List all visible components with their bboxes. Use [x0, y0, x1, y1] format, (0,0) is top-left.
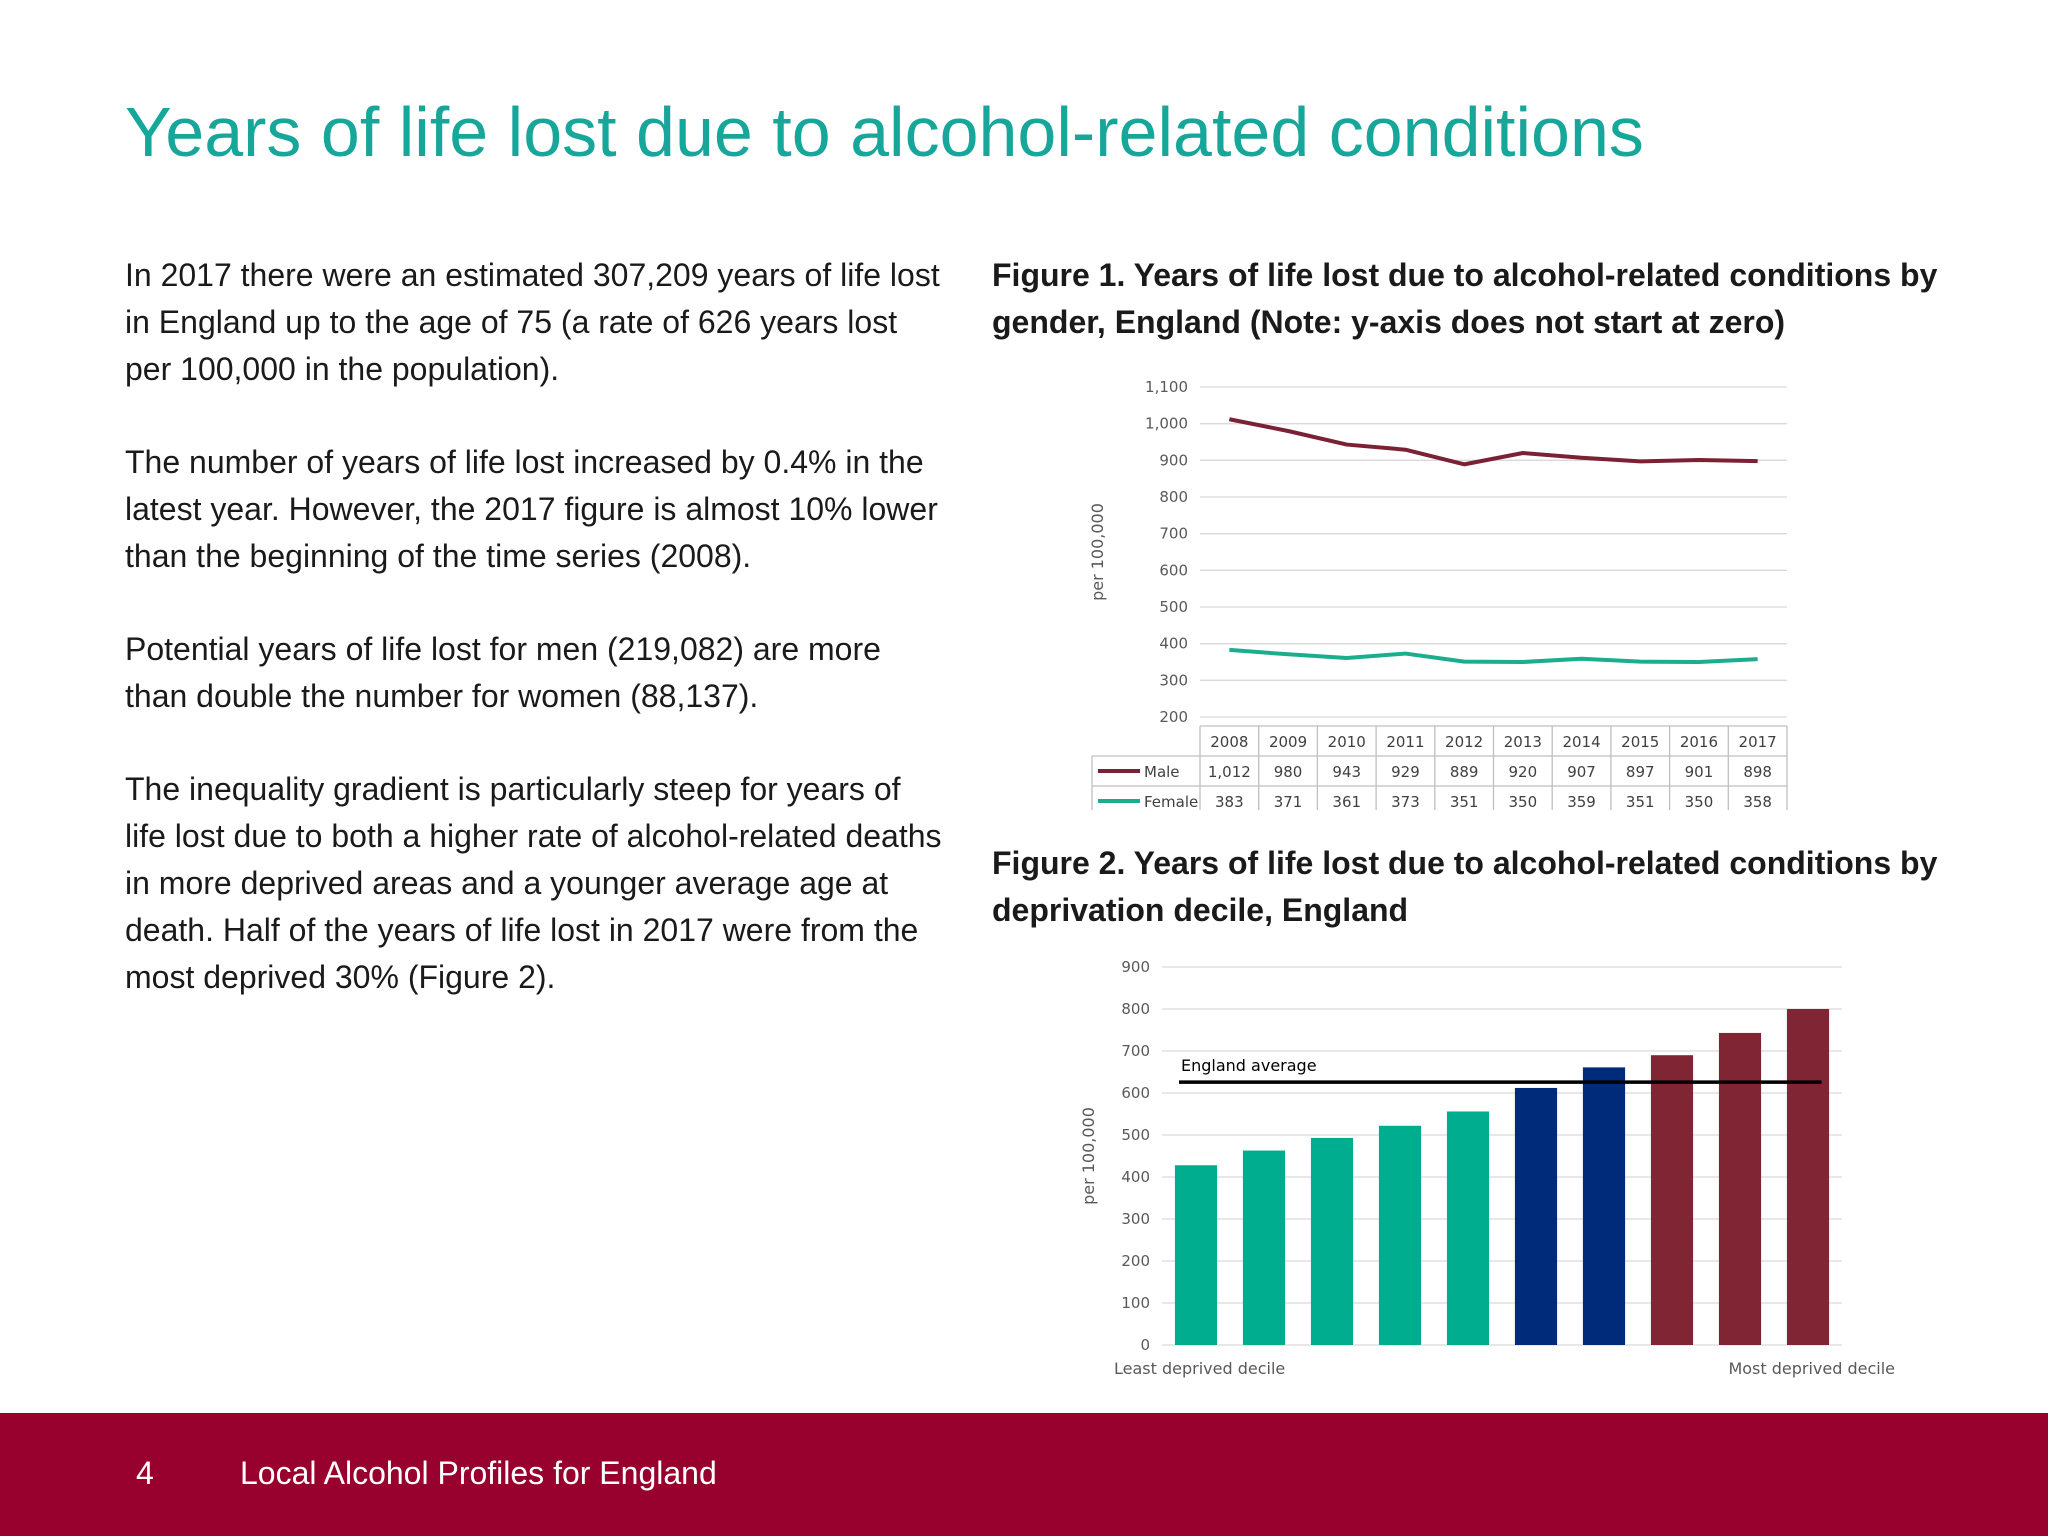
data-label: 898 [1743, 763, 1772, 781]
legend-label-female: Female [1144, 793, 1198, 810]
data-label: 929 [1391, 763, 1420, 781]
bar [1174, 1165, 1218, 1345]
x-tick-label: 2011 [1386, 733, 1424, 751]
data-label: 920 [1509, 763, 1538, 781]
bar [1718, 1032, 1762, 1345]
x-tick-label: 2014 [1562, 733, 1600, 751]
paragraph-gender: Potential years of life lost for men (21… [125, 631, 881, 714]
figure2-bar-chart: 0 100 200 300 400 500 600 700 800 900 per 100,000 E… [1079, 958, 1895, 1378]
bar [1378, 1125, 1422, 1345]
y-tick-label: 800 [1159, 488, 1188, 506]
y-tick-label: 700 [1159, 525, 1188, 543]
data-label: 350 [1509, 793, 1538, 810]
x-tick-label: 2017 [1739, 733, 1777, 751]
x-tick-label: 2008 [1210, 733, 1248, 751]
data-label: 359 [1567, 793, 1596, 810]
x-tick-label: 2013 [1504, 733, 1542, 751]
bar [1514, 1087, 1558, 1345]
data-label: 901 [1685, 763, 1714, 781]
data-label: 373 [1391, 793, 1420, 810]
y-tick-label: 600 [1159, 561, 1188, 579]
y-tick-label: 500 [1159, 598, 1188, 616]
data-label: 383 [1215, 793, 1244, 810]
y-tick-label: 500 [1121, 1126, 1150, 1144]
bar [1446, 1111, 1490, 1345]
y-tick-label: 400 [1159, 635, 1188, 653]
y-tick-label: 700 [1121, 1042, 1150, 1060]
figure2-caption: Figure 2. Years of life lost due to alco… [992, 845, 1938, 928]
series-line-female [1229, 647, 1758, 664]
england-average-label: England average [1181, 1056, 1317, 1075]
figure1-line-chart: 200 300 400 500 600 700 800 900 1,000 1,100 per 10… [1088, 378, 1788, 810]
bar [1582, 1067, 1626, 1345]
bar [1242, 1150, 1286, 1345]
data-label: 943 [1332, 763, 1361, 781]
y-tick-label: 200 [1121, 1252, 1150, 1270]
y-tick-label: 200 [1159, 708, 1188, 726]
data-label: 371 [1274, 793, 1303, 810]
slide-title: Years of life lost due to alcohol-relate… [125, 93, 1644, 171]
body-text: In 2017 there were an estimated 307,209 … [125, 252, 945, 1047]
bar [1310, 1137, 1354, 1345]
y-tick-label: 600 [1121, 1084, 1150, 1102]
y-tick-label: 400 [1121, 1168, 1150, 1186]
paragraph-inequality: The inequality gradient is particularly … [125, 771, 942, 995]
legend-label-male: Male [1144, 763, 1180, 781]
series-line-male [1228, 417, 1758, 467]
data-label: 361 [1332, 793, 1361, 810]
bar [1650, 1055, 1694, 1345]
data-label: 980 [1274, 763, 1303, 781]
x-tick-label: 2016 [1680, 733, 1718, 751]
x-axis-right-label: Most deprived decile [1728, 1359, 1895, 1378]
y-tick-label: 1,100 [1145, 378, 1188, 396]
data-label: 350 [1685, 793, 1714, 810]
y-axis-label: per 100,000 [1088, 503, 1107, 601]
data-label: 897 [1626, 763, 1655, 781]
figure1-caption: Figure 1. Years of life lost due to alco… [992, 257, 1938, 340]
y-tick-label: 0 [1140, 1336, 1150, 1354]
y-axis-label: per 100,000 [1079, 1107, 1098, 1205]
bar [1786, 1009, 1830, 1345]
y-tick-label: 1,000 [1145, 415, 1188, 433]
footer-title: Local Alcohol Profiles for England [240, 1455, 717, 1491]
data-label: 351 [1450, 793, 1479, 810]
data-label: 358 [1743, 793, 1772, 810]
paragraph-rate: In 2017 there were an estimated 307,209 … [125, 257, 940, 387]
x-tick-label: 2010 [1328, 733, 1366, 751]
y-tick-label: 100 [1121, 1294, 1150, 1312]
y-tick-label: 300 [1121, 1210, 1150, 1228]
data-label: 1,012 [1208, 763, 1251, 781]
x-axis-left-label: Least deprived decile [1114, 1359, 1285, 1378]
data-label: 889 [1450, 763, 1479, 781]
data-label: 907 [1567, 763, 1596, 781]
data-label: 351 [1626, 793, 1655, 810]
x-tick-label: 2015 [1621, 733, 1659, 751]
y-tick-label: 800 [1121, 1000, 1150, 1018]
x-tick-label: 2012 [1445, 733, 1483, 751]
footer-bar: 4 Local Alcohol Profiles for England [0, 1413, 2048, 1536]
y-tick-label: 900 [1121, 958, 1150, 976]
x-tick-label: 2009 [1269, 733, 1307, 751]
y-tick-label: 900 [1159, 451, 1188, 469]
page-number: 4 [136, 1455, 154, 1491]
paragraph-trend: The number of years of life lost increas… [125, 444, 938, 574]
y-tick-label: 300 [1159, 671, 1188, 689]
